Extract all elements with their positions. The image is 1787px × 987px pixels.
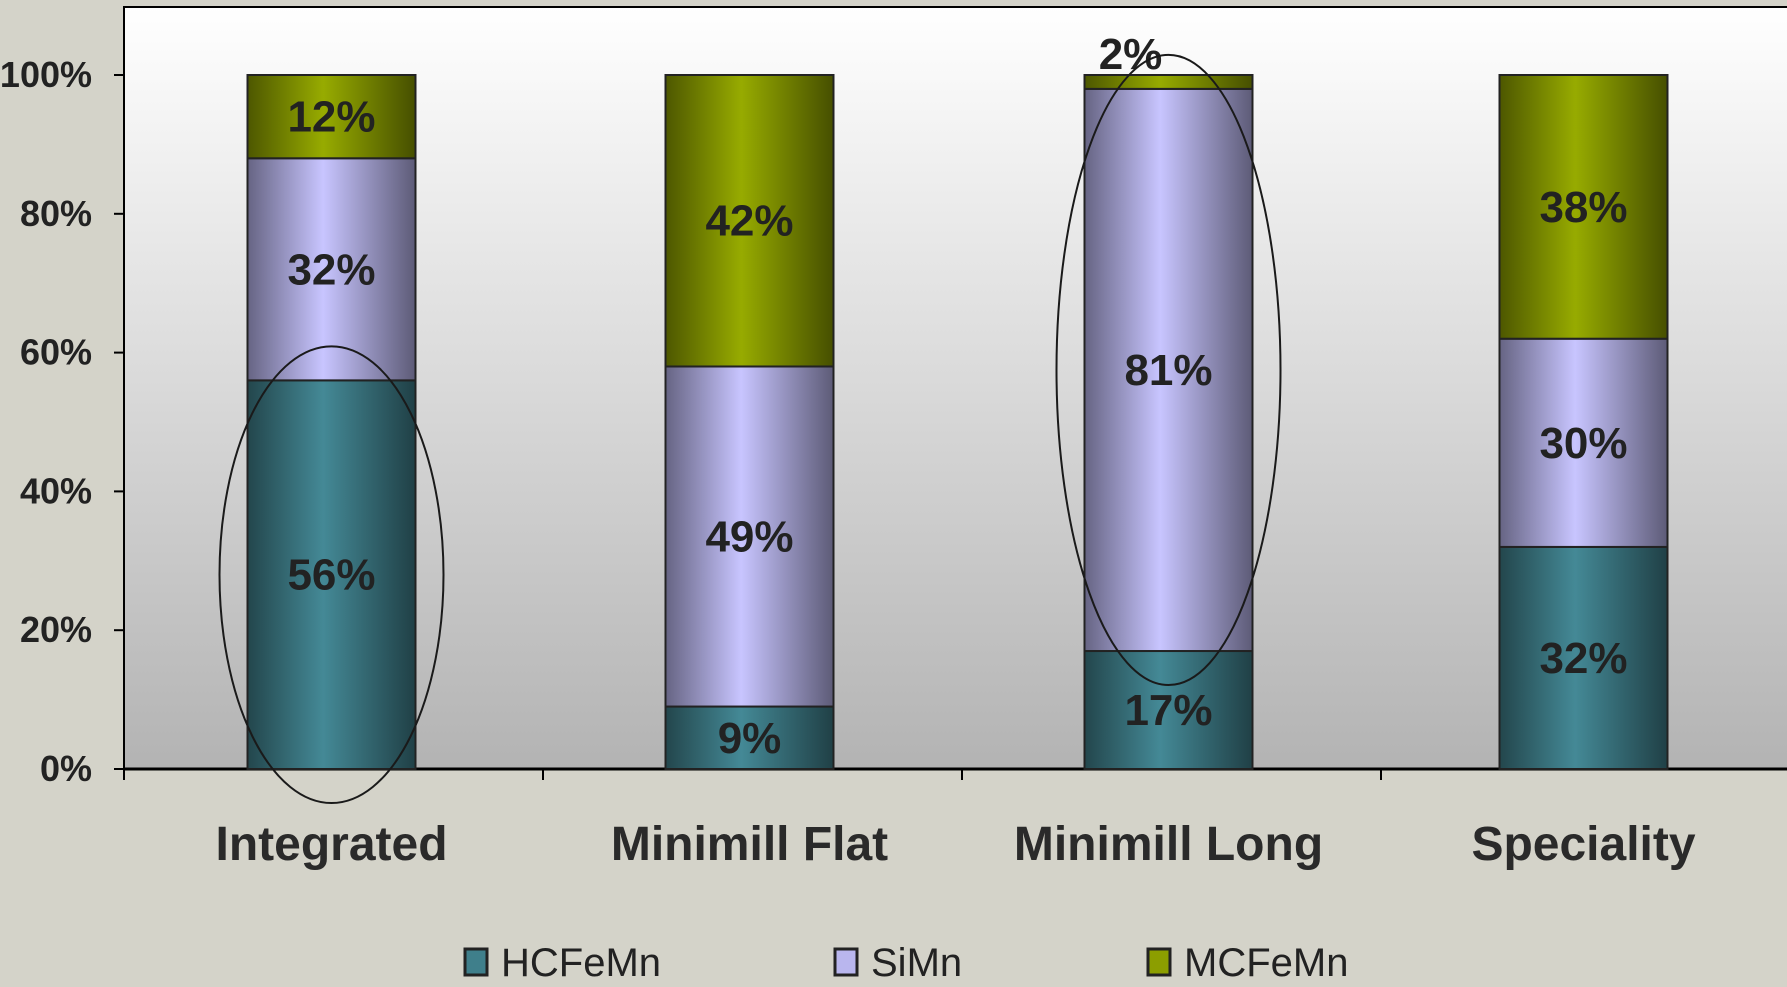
legend-swatch	[833, 947, 859, 977]
data-label: 17%	[1124, 686, 1212, 735]
legend-label: HCFeMn	[501, 941, 661, 982]
data-label: 9%	[718, 714, 782, 763]
y-tick-label: 0%	[40, 748, 92, 789]
bar-mcfemn-integrated	[246, 74, 417, 160]
bar-mcfemn-speciality	[1498, 74, 1669, 340]
data-label: 32%	[1539, 634, 1627, 683]
data-label: 32%	[287, 245, 375, 294]
bar-simn-minimill-long	[1083, 87, 1254, 653]
bar-hcfemn-integrated	[246, 379, 417, 770]
y-tick-label: 100%	[0, 54, 92, 95]
data-label: 49%	[705, 513, 793, 562]
y-tick-label: 40%	[20, 470, 92, 511]
y-tick-label: 20%	[20, 609, 92, 650]
bar-simn-integrated	[246, 157, 417, 382]
y-tick-label: 60%	[20, 332, 92, 373]
bar-hcfemn-speciality	[1498, 545, 1669, 770]
bar-simn-minimill-flat	[664, 365, 835, 708]
legend-swatch	[1146, 947, 1172, 977]
bar-hcfemn-minimill-flat	[664, 705, 835, 770]
data-label: 38%	[1539, 183, 1627, 232]
data-label: 56%	[287, 551, 375, 600]
data-label: 81%	[1124, 346, 1212, 395]
data-label: 42%	[705, 197, 793, 246]
bar-mcfemn-minimill-flat	[664, 74, 835, 368]
bar-simn-speciality	[1498, 337, 1669, 548]
y-tick-label: 80%	[20, 193, 92, 234]
data-label: 2%	[1099, 30, 1163, 79]
x-category-label: Integrated	[215, 818, 447, 871]
data-label: 12%	[287, 93, 375, 142]
highlight-ellipse	[218, 345, 445, 804]
x-category-label: Speciality	[1471, 818, 1695, 871]
legend-label: SiMn	[871, 941, 962, 982]
x-category-label: Minimill Flat	[611, 818, 888, 871]
x-category-label: Minimill Long	[1014, 818, 1323, 871]
legend-swatch	[463, 947, 489, 977]
highlight-ellipse	[1055, 53, 1282, 687]
legend-label: MCFeMn	[1184, 941, 1348, 982]
data-label: 30%	[1539, 419, 1627, 468]
